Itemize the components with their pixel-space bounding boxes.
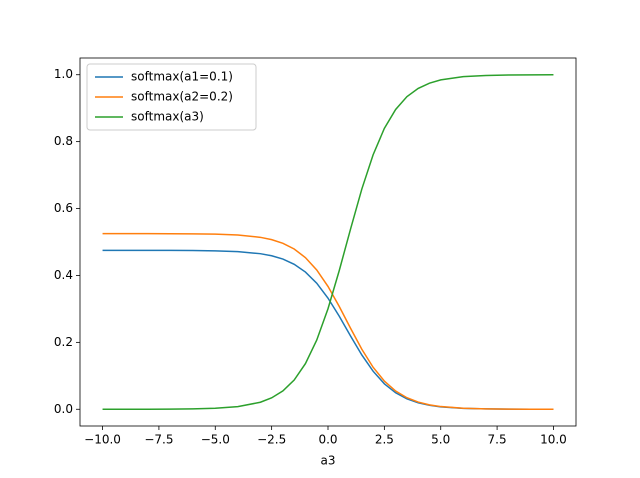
x-tick-label: 5.0 (431, 433, 450, 447)
legend-box (86, 63, 257, 131)
legend-label: softmax(a1=0.1) (131, 70, 233, 84)
y-tick-label: 0.0 (54, 402, 73, 416)
y-tick-label: 0.2 (54, 335, 73, 349)
x-tick-label: −7.5 (144, 433, 173, 447)
x-axis-label: a3 (321, 454, 336, 468)
x-tick-label: 10.0 (540, 433, 567, 447)
y-tick-label: 0.6 (54, 201, 73, 215)
plot-frame (79, 57, 577, 427)
y-tick-label: 0.4 (54, 268, 73, 282)
y-tick-label: 1.0 (54, 67, 73, 81)
y-tick-label: 0.8 (54, 134, 73, 148)
legend-label: softmax(a2=0.2) (131, 90, 233, 104)
x-tick-label: 0.0 (318, 433, 337, 447)
x-tick-label: −5.0 (201, 433, 230, 447)
line-series (102, 74, 554, 411)
x-tick-label: 7.5 (488, 433, 507, 447)
x-tick-label: −10.0 (84, 433, 121, 447)
line-series (102, 232, 554, 410)
x-tick-label: 2.5 (375, 433, 394, 447)
x-tick-label: −2.5 (257, 433, 286, 447)
legend-label: softmax(a3) (131, 110, 204, 124)
